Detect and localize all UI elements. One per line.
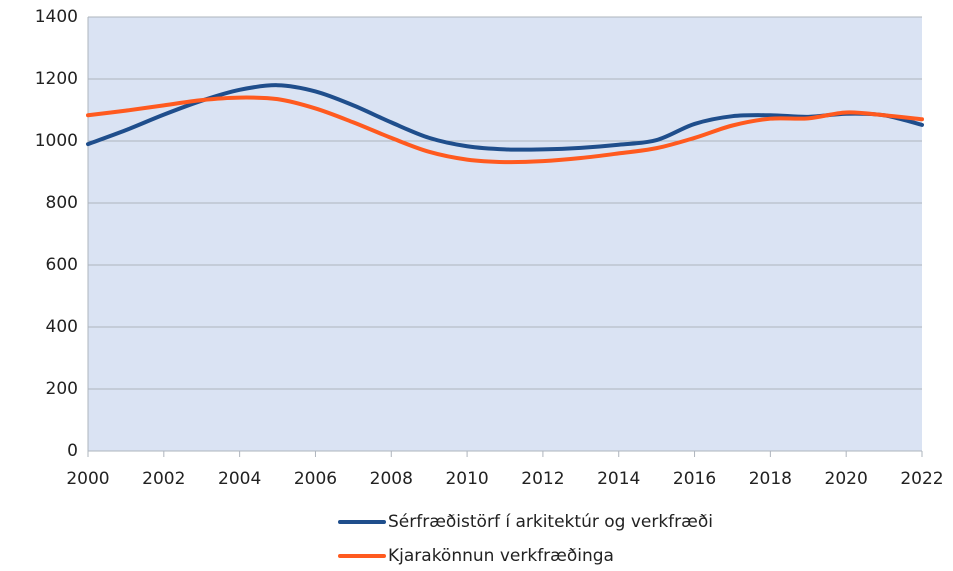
y-tick-label: 400 [46,317,78,337]
y-tick-label: 1400 [35,7,78,27]
x-tick-label: 2016 [673,469,716,489]
x-tick-label: 2022 [900,469,943,489]
line [86,83,924,152]
y-tick-label: 600 [46,255,78,275]
x-tick-label: 2002 [142,469,185,489]
y-tick-label: 800 [46,193,78,213]
plot-area [88,17,922,451]
x-tick-label: 2014 [597,469,640,489]
x-tick-label: 2020 [825,469,868,489]
legend-label: Sérfræðistörf í arkitektúr og verkfræði [388,512,713,532]
x-tick-label: 2008 [370,469,413,489]
x-tick-label: 2000 [66,469,109,489]
y-tick-label: 200 [46,379,78,399]
line [86,95,924,165]
x-tick-label: 2012 [521,469,564,489]
legend-label: Kjarakönnun verkfræðinga [388,546,614,566]
x-tick-label: 2004 [218,469,261,489]
y-tick-label: 1000 [35,131,78,151]
y-tick-label: 0 [67,441,78,461]
x-tick-label: 2018 [749,469,792,489]
legend: Sérfræðistörf í arkitektúr og verkfræði K… [338,512,713,566]
x-tick-label: 2006 [294,469,337,489]
x-tick-label: 2010 [445,469,488,489]
y-tick-label: 1200 [35,69,78,89]
